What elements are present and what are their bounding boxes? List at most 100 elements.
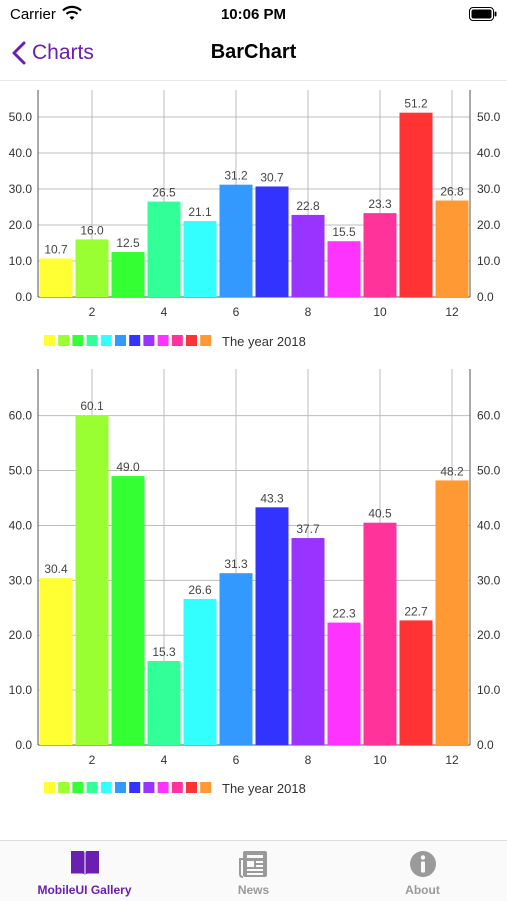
data-label: 26.8 (440, 185, 464, 199)
y-tick-label-right: 50.0 (477, 464, 501, 478)
legend-swatch (143, 335, 155, 346)
data-label: 51.2 (404, 97, 428, 111)
battery-icon (469, 7, 497, 26)
data-label: 48.2 (440, 464, 464, 478)
bar (327, 241, 361, 297)
x-tick-label: 4 (161, 305, 168, 319)
legend-swatch (171, 335, 183, 346)
legend-label: The year 2018 (222, 781, 306, 796)
tab-label: About (405, 883, 440, 897)
tab-label: News (237, 883, 270, 897)
back-label: Charts (32, 41, 94, 64)
legend-swatch (44, 335, 55, 346)
x-tick-label: 10 (373, 753, 387, 767)
y-tick-label-left: 40.0 (9, 518, 33, 532)
legend-swatch (115, 335, 126, 346)
x-tick-label: 4 (161, 753, 168, 767)
page-title: BarChart (210, 41, 297, 63)
y-tick-label-left: 30.0 (9, 573, 33, 587)
x-tick-label: 2 (89, 753, 96, 767)
y-tick-label-right: 30.0 (477, 573, 501, 587)
legend-swatch (157, 782, 169, 793)
legend-swatch (72, 782, 84, 793)
data-label: 21.1 (188, 205, 212, 219)
data-label: 31.2 (224, 169, 248, 183)
y-tick-label-right: 60.0 (477, 409, 501, 423)
x-tick-label: 8 (305, 305, 312, 319)
legend-swatch (115, 782, 126, 793)
tab-mobileui-gallery[interactable]: MobileUI Gallery (0, 841, 169, 901)
x-tick-label: 6 (233, 305, 240, 319)
y-tick-label-left: 20.0 (9, 628, 33, 642)
navigation-bar: Charts BarChart (0, 30, 507, 81)
data-label: 15.5 (332, 225, 356, 239)
bar (327, 622, 361, 745)
bar (399, 112, 433, 298)
data-label: 40.5 (368, 507, 392, 521)
bar (147, 661, 181, 745)
data-label: 30.7 (260, 170, 284, 184)
legend-swatch (200, 782, 212, 793)
y-tick-label-right: 10.0 (477, 254, 501, 268)
bar (399, 620, 433, 745)
data-label: 22.3 (332, 607, 356, 621)
x-tick-label: 12 (445, 753, 459, 767)
y-tick-label-left: 50.0 (9, 464, 33, 478)
x-tick-label: 10 (373, 305, 387, 319)
y-tick-label-left: 20.0 (9, 218, 33, 232)
data-label: 49.0 (116, 460, 140, 474)
y-tick-label-left: 0.0 (15, 290, 32, 304)
legend-swatch (186, 782, 197, 793)
y-tick-label-right: 20.0 (477, 628, 501, 642)
data-label: 16.0 (80, 223, 104, 237)
data-label: 37.7 (296, 522, 320, 536)
legend-swatch (44, 782, 55, 793)
bar (363, 213, 397, 297)
data-label: 12.5 (116, 236, 140, 250)
y-tick-label-left: 50.0 (9, 110, 33, 124)
back-button[interactable]: Charts (12, 38, 94, 68)
tab-news[interactable]: News (169, 841, 338, 901)
bar (255, 507, 289, 745)
bar (219, 184, 253, 297)
data-label: 15.3 (152, 645, 176, 659)
x-tick-label: 6 (233, 753, 240, 767)
data-label: 60.1 (80, 399, 104, 413)
legend-label: The year 2018 (222, 334, 306, 349)
bar (111, 252, 145, 297)
status-time: 10:06 PM (220, 6, 287, 23)
newspaper-icon (239, 851, 267, 878)
y-tick-label-right: 40.0 (477, 518, 501, 532)
legend-swatch (72, 335, 84, 346)
data-label: 10.7 (44, 242, 68, 256)
bar (39, 258, 73, 297)
legend-swatch (129, 782, 141, 793)
y-tick-label-right: 30.0 (477, 182, 501, 196)
y-tick-label-right: 50.0 (477, 110, 501, 124)
legend-swatch (86, 335, 98, 346)
legend-swatch (171, 782, 183, 793)
bar-chart-2: 0.0 0.0 10.0 10.0 20.0 20.0 30.0 30.0 40.0 40.0 50… (9, 369, 501, 796)
bar (255, 186, 289, 297)
data-label: 26.6 (188, 583, 212, 597)
y-tick-label-right: 0.0 (477, 738, 494, 752)
bar (75, 239, 109, 297)
info-icon (410, 851, 436, 877)
y-tick-label-left: 0.0 (15, 738, 32, 752)
data-label: 22.8 (296, 199, 320, 213)
book-icon (71, 851, 99, 875)
y-tick-label-right: 40.0 (477, 146, 501, 160)
legend-swatch (58, 335, 70, 346)
data-label: 31.3 (224, 557, 248, 571)
bar (183, 598, 217, 745)
y-tick-label-left: 10.0 (9, 254, 33, 268)
y-tick-label-left: 40.0 (9, 146, 33, 160)
y-tick-label-left: 30.0 (9, 182, 33, 196)
tab-about[interactable]: About (338, 841, 507, 901)
legend-swatch (157, 335, 169, 346)
bar-chart-1: 0.0 0.0 10.0 10.0 20.0 20.0 30.0 30.0 40.0 40.0 50… (9, 90, 501, 349)
bar (363, 522, 397, 745)
y-tick-label-left: 10.0 (9, 683, 33, 697)
legend-swatch (143, 782, 155, 793)
bar (75, 415, 109, 745)
